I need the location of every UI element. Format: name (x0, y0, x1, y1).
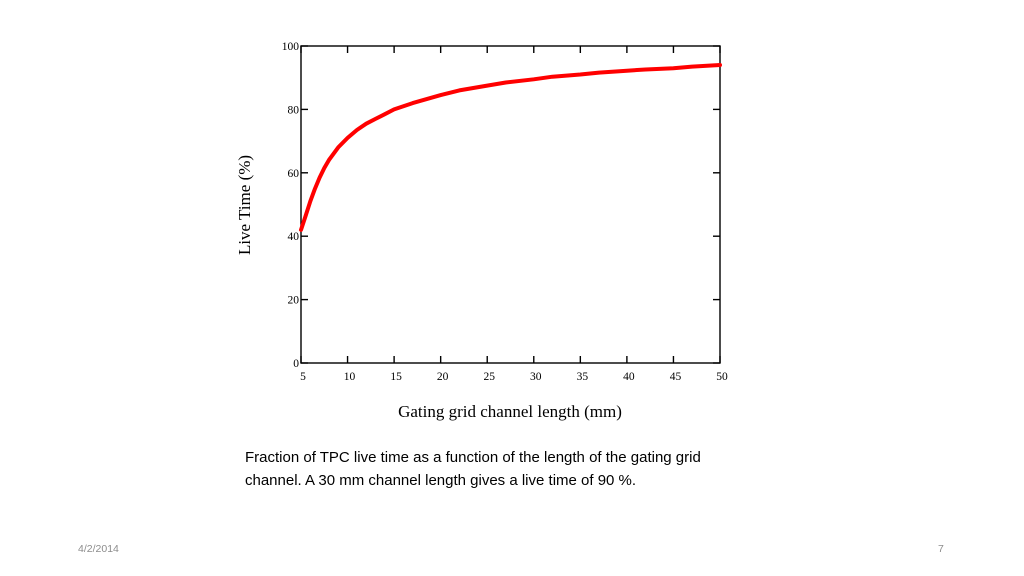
y-tick-label: 60 (288, 168, 300, 180)
y-tick-label: 40 (288, 231, 300, 243)
x-tick-label: 20 (437, 371, 449, 383)
x-tick-label: 30 (530, 371, 542, 383)
y-axis-title: Live Time (%) (235, 155, 254, 255)
x-tick-label: 10 (344, 371, 356, 383)
x-tick-label: 25 (483, 371, 495, 383)
x-tick-label: 45 (670, 371, 682, 383)
x-tick-label: 40 (623, 371, 635, 383)
x-tick-label: 35 (577, 371, 589, 383)
caption-line-1: Fraction of TPC live time as a function … (245, 449, 701, 466)
footer-date: 4/2/2014 (78, 543, 119, 555)
x-tick-label: 15 (390, 371, 402, 383)
slide-number: 7 (938, 543, 944, 555)
plot-frame (300, 45, 721, 364)
y-tick-label: 100 (282, 41, 300, 53)
series-line (299, 63, 722, 232)
y-tick-label: 0 (293, 358, 299, 370)
figure-caption: Fraction of TPC live time as a function … (245, 446, 805, 492)
y-tick-label: 80 (288, 104, 300, 116)
y-tick-label: 20 (288, 295, 300, 307)
x-tick-label: 5 (300, 371, 306, 383)
x-axis-title: Gating grid channel length (mm) (398, 402, 622, 421)
x-tick-label: 50 (716, 371, 728, 383)
caption-line-2: channel. A 30 mm channel length gives a … (245, 472, 637, 489)
